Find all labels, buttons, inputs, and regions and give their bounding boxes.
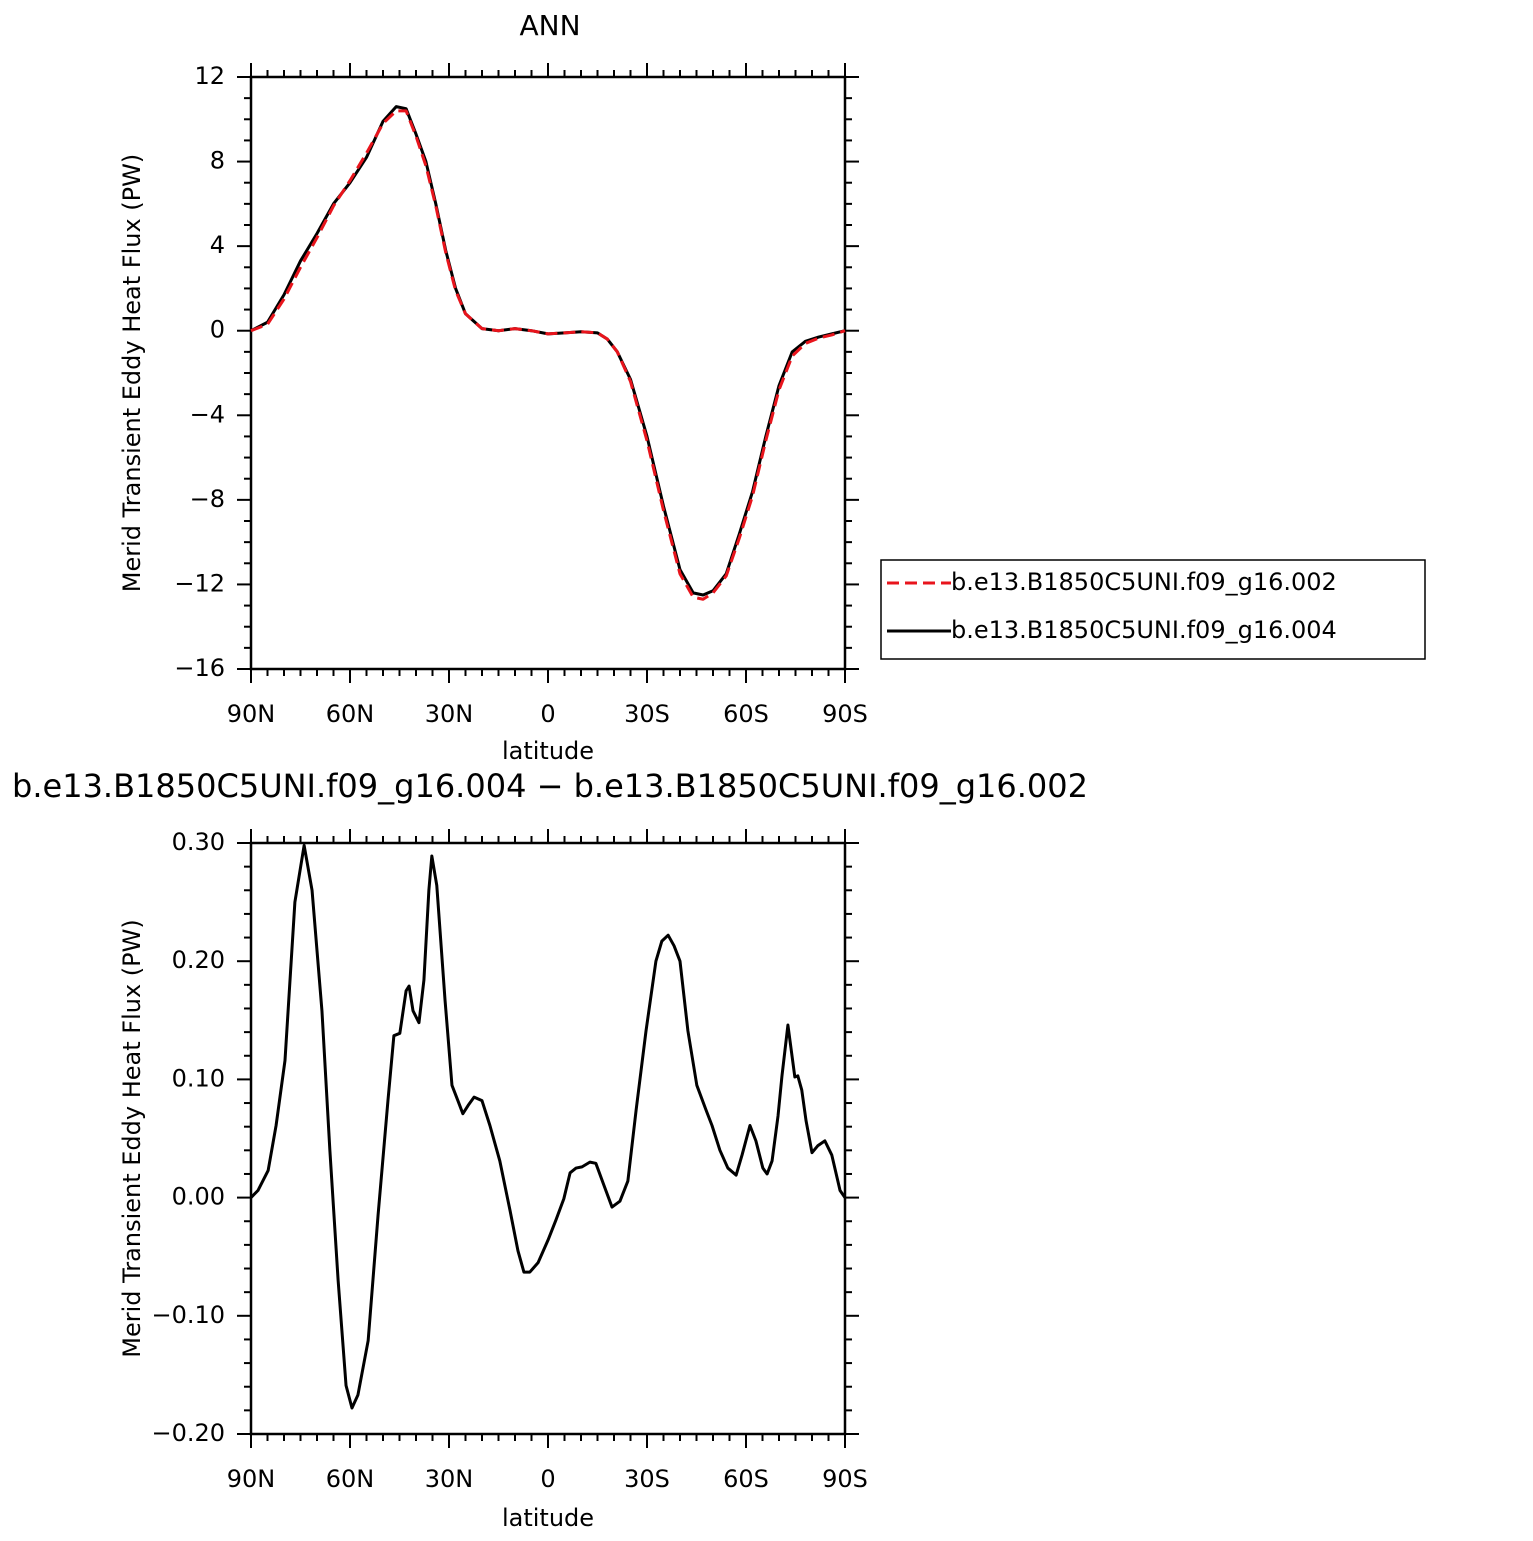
x-tick-label: 90N — [227, 1465, 276, 1493]
y-tick-label: 4 — [210, 231, 225, 259]
legend-box — [880, 559, 1426, 660]
y-tick-label: −0.10 — [151, 1301, 225, 1329]
y-axis-label: Merid Transient Eddy Heat Flux (PW) — [118, 154, 146, 592]
legend-label: b.e13.B1850C5UNI.f09_g16.002 — [951, 568, 1337, 596]
y-tick-label: −8 — [190, 485, 225, 513]
x-tick-label: 60N — [326, 1465, 375, 1493]
x-tick-label: 90N — [227, 700, 276, 728]
x-tick-label: 60S — [723, 700, 769, 728]
x-tick-label: 60N — [326, 700, 375, 728]
y-tick-label: −0.20 — [151, 1419, 225, 1447]
y-tick-label: 0.20 — [172, 946, 225, 974]
y-tick-label: 8 — [210, 147, 225, 175]
x-tick-label: 0 — [540, 700, 555, 728]
x-tick-label: 0 — [540, 1465, 555, 1493]
plot-frame — [249, 75, 847, 671]
y-tick-label: −4 — [190, 400, 225, 428]
x-tick-label: 90S — [822, 1465, 868, 1493]
y-tick-label: 0.30 — [172, 828, 225, 856]
y-tick-label: 0.00 — [172, 1183, 225, 1211]
y-tick-label: −16 — [174, 654, 225, 682]
x-tick-label: 30S — [624, 1465, 670, 1493]
data-line — [250, 109, 846, 601]
data-line — [250, 105, 846, 597]
x-tick-label: 60S — [723, 1465, 769, 1493]
y-axis-label: Merid Transient Eddy Heat Flux (PW) — [118, 919, 146, 1357]
y-tick-label: 0.10 — [172, 1064, 225, 1092]
legend-label: b.e13.B1850C5UNI.f09_g16.004 — [951, 616, 1337, 644]
x-tick-label: 90S — [822, 700, 868, 728]
x-axis-label: latitude — [502, 1504, 594, 1532]
data-line — [249, 843, 847, 1410]
y-tick-label: 0 — [210, 316, 225, 344]
y-tick-label: 12 — [194, 62, 225, 90]
chart-title: b.e13.B1850C5UNI.f09_g16.004 − b.e13.B18… — [12, 767, 1088, 805]
x-tick-label: 30N — [425, 700, 474, 728]
x-tick-label: 30N — [425, 1465, 474, 1493]
x-axis-label: latitude — [502, 737, 594, 765]
y-tick-label: −12 — [174, 569, 225, 597]
x-tick-label: 30S — [624, 700, 670, 728]
chart-title: ANN — [519, 9, 580, 42]
